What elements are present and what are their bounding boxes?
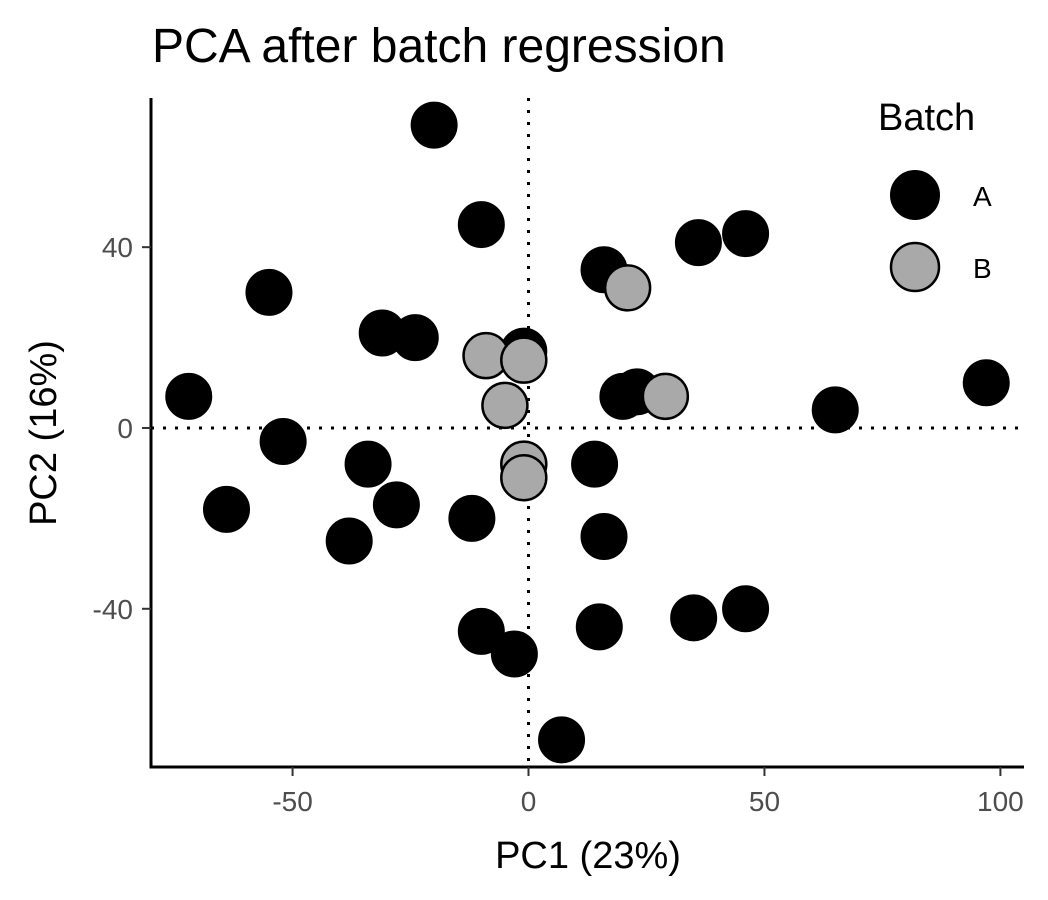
data-point-a (811, 386, 859, 434)
data-point-a (538, 716, 586, 764)
data-point-a (674, 219, 722, 267)
data-point-a (670, 594, 718, 642)
x-axis-title: PC1 (23%) (495, 835, 681, 877)
data-point-b (481, 381, 529, 430)
data-point-a (599, 372, 647, 420)
data-point-a (259, 418, 307, 466)
x-tick-label: 0 (521, 786, 537, 817)
data-point-a (448, 494, 496, 542)
data-point-b (500, 336, 548, 384)
data-point-a (722, 210, 770, 258)
data-point-a (580, 512, 628, 560)
data-point-a (575, 603, 623, 651)
legend-key-b (889, 241, 941, 293)
y-tick-label: -40 (93, 594, 133, 625)
x-tick-label: -50 (272, 786, 312, 817)
legend-label-b: B (973, 253, 992, 284)
data-point-a (391, 314, 439, 362)
data-point-a (490, 630, 538, 678)
data-points (165, 101, 1010, 764)
x-tick-label: 100 (977, 786, 1024, 817)
data-point-a (722, 585, 770, 633)
chart-title: PCA after batch regression (152, 20, 726, 73)
y-tick-label: 0 (117, 413, 133, 444)
data-point-a (165, 372, 213, 420)
data-point-a (962, 359, 1010, 407)
y-tick-label: 40 (102, 232, 133, 263)
legend-label-a: A (973, 181, 992, 212)
data-point-b (500, 453, 548, 502)
data-point-a (410, 101, 458, 149)
data-point-b (603, 264, 652, 312)
legend: Batch A B (878, 97, 992, 293)
data-point-a (571, 440, 619, 488)
legend-key-a (890, 170, 940, 220)
data-point-a (203, 485, 251, 533)
data-point-a (372, 481, 420, 529)
axis-ticks: -50 0 50 100 -40 0 40 (93, 232, 1024, 817)
data-point-a (325, 517, 373, 565)
data-point-a (457, 607, 505, 655)
x-tick-label: 50 (749, 786, 780, 817)
y-axis-title: PC2 (16%) (23, 340, 65, 526)
legend-title: Batch (878, 97, 975, 139)
data-point-a (245, 268, 293, 316)
data-point-a (457, 201, 505, 249)
data-point-a (344, 440, 392, 488)
data-point-b (641, 372, 690, 421)
